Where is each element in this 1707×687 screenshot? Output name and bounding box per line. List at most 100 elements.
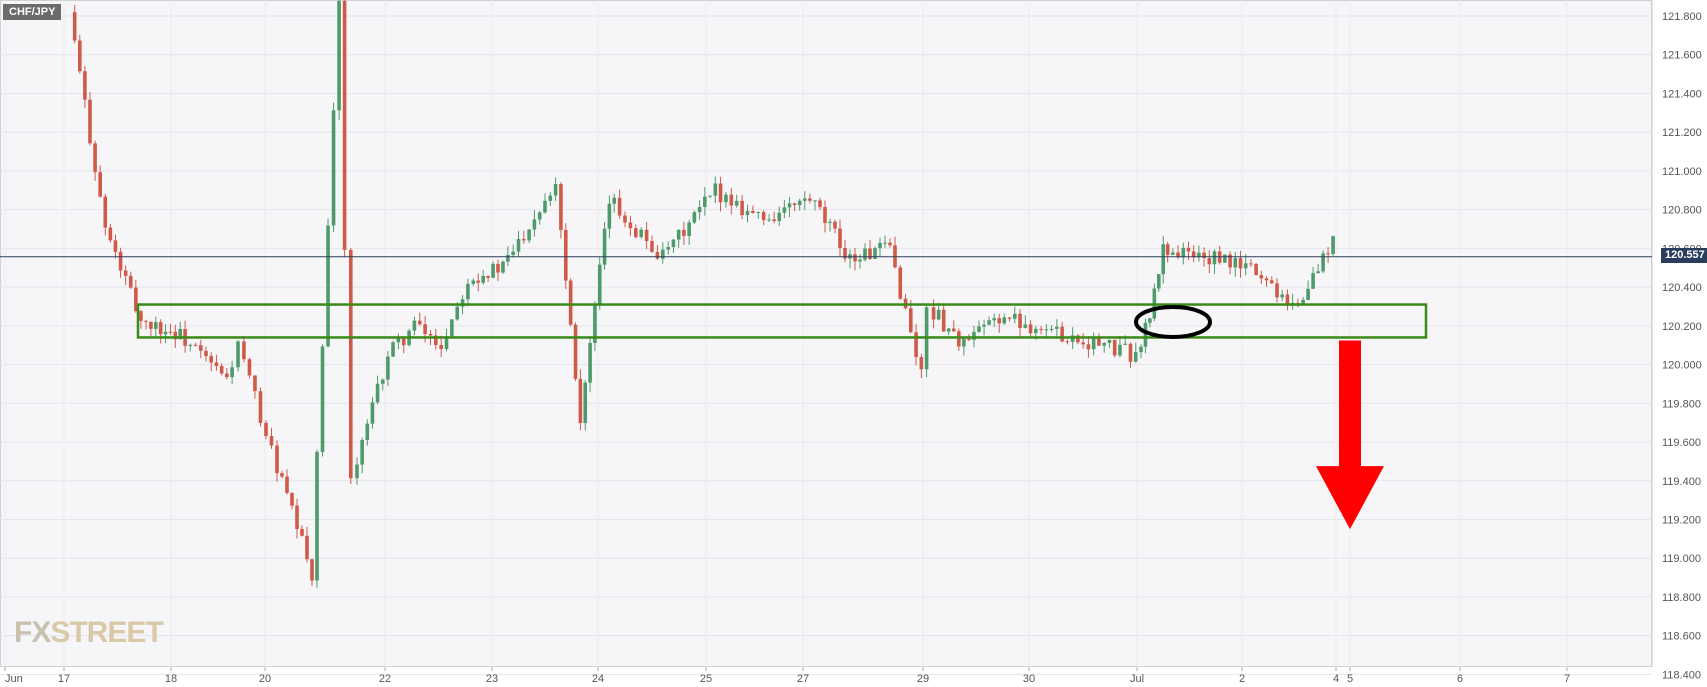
candle-body [1171,252,1175,255]
candle-body [128,275,133,288]
candle-body [1233,258,1238,268]
breakout-ellipse [1134,304,1212,339]
candle-body [1254,263,1258,276]
candle-body [1055,326,1059,329]
candle-body [1028,324,1033,334]
candle-body [253,375,257,392]
candle-body [676,229,681,240]
candle-body [423,324,427,334]
candle-body [434,335,438,345]
candle-body [682,229,686,237]
candle-body [559,184,563,230]
candle-body [326,225,330,347]
candle-body [1044,329,1049,331]
candle-body [802,198,807,201]
candle-body [315,451,319,581]
candle-body [666,247,670,250]
candle-body [1269,280,1274,284]
candle-body [1181,247,1186,258]
candle-body [103,196,108,228]
candle-body [98,172,102,197]
candle-body [593,304,597,343]
candle-body [833,221,837,229]
candle-body [602,228,607,265]
candle-body [782,207,787,213]
candle-body [813,200,817,202]
candle-body [396,336,401,343]
candle-body [868,248,872,259]
candle-body [444,336,449,349]
candle-body [898,267,903,299]
candle-body [144,320,148,322]
candle-body [607,203,612,229]
candle-body [843,247,847,259]
candle-body [588,342,592,383]
candle-body [828,221,832,223]
x-tick-label: Jun [5,673,23,685]
candle-body [1065,341,1070,343]
x-tick-label: 20 [259,673,271,685]
y-tick-label: 119.800 [1662,398,1701,410]
y-axis: 121.800 121.600 121.400 121.200 121.000 120.8… [1651,0,1702,681]
candle-body [360,439,364,465]
candle-body [1316,271,1320,274]
candle-body [123,270,128,276]
candle-body [553,184,558,196]
candle-body [134,287,138,312]
candle-body [1306,288,1310,300]
candle-body [1331,236,1335,254]
candle-body [537,212,542,220]
candle-body [486,275,490,278]
y-tick-label: 121.800 [1662,11,1702,23]
candle-body [1186,247,1191,252]
symbol-label: CHF/JPY [3,4,62,20]
support-zone [136,303,1428,339]
candle-body [597,264,602,305]
y-tick-label: 119.000 [1662,553,1701,565]
y-tick-label: 118.400 [1662,669,1701,681]
x-tick-label: 7 [1564,673,1570,685]
candle-body [883,242,887,244]
candle-body [501,261,505,273]
candle-body [295,505,299,530]
candle-body [173,331,178,340]
candle-body [761,212,766,221]
candle-body [154,322,158,329]
candle-body [1301,299,1305,305]
candle-body [391,342,395,357]
candle-body [992,318,996,321]
candle-body [563,229,568,281]
y-tick-label: 121.400 [1662,88,1702,100]
candle-body [275,445,279,474]
candle-body [198,345,203,351]
candle-body [617,197,622,216]
candle-body [481,275,485,283]
candle-body [1123,343,1128,345]
fxstreet-logo: FXSTREET [14,616,164,650]
x-tick-label: 24 [592,673,604,685]
candle-body [247,359,252,376]
y-tick-label: 118.800 [1662,592,1701,604]
candle-body [661,249,665,259]
logo-prefix: FX [14,616,51,649]
candle-body [214,362,219,367]
candle-body [729,194,734,206]
candle-body [724,194,728,203]
candle-body [808,198,812,201]
candle-body [1207,258,1212,265]
candles [72,0,1335,588]
candle-body [951,328,956,332]
candle-body [412,320,417,331]
candle-body [401,336,406,346]
candle-body [972,331,976,340]
candle-body [977,326,981,332]
candle-body [1156,274,1161,289]
x-tick-label: 4 [1333,673,1339,685]
candle-body [310,559,314,581]
candle-body [1165,244,1170,255]
candle-body [1049,328,1054,330]
candle-body [476,280,481,283]
candle-body [219,366,224,374]
candle-body [1285,294,1290,306]
